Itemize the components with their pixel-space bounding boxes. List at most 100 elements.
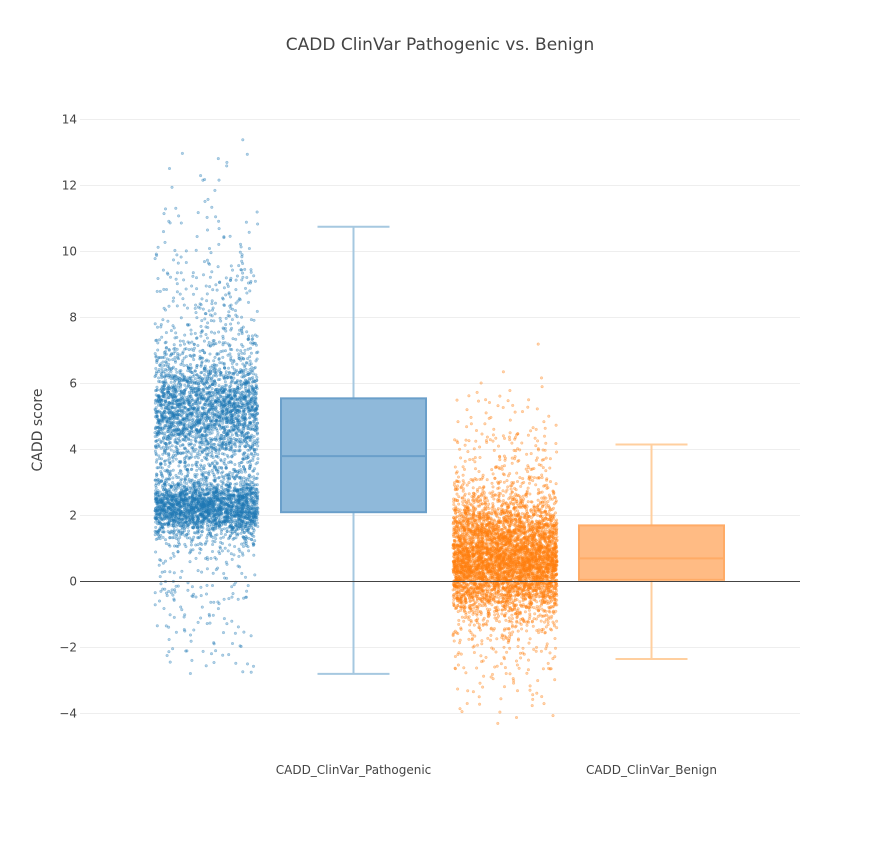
jitter-point bbox=[190, 333, 193, 336]
jitter-point bbox=[238, 514, 241, 517]
jitter-point bbox=[183, 462, 186, 465]
jitter-point bbox=[160, 458, 163, 461]
jitter-point bbox=[202, 274, 205, 277]
jitter-point bbox=[157, 495, 160, 498]
jitter-point bbox=[254, 280, 257, 283]
jitter-point bbox=[224, 294, 227, 297]
jitter-point bbox=[193, 343, 196, 346]
jitter-point bbox=[252, 399, 255, 402]
jitter-point bbox=[214, 537, 217, 540]
jitter-point bbox=[179, 469, 182, 472]
jitter-point bbox=[244, 417, 247, 420]
jitter-point bbox=[177, 531, 180, 534]
jitter-point bbox=[223, 287, 226, 290]
jitter-point bbox=[193, 381, 196, 384]
jitter-point bbox=[205, 499, 208, 502]
jitter-point bbox=[222, 356, 225, 359]
jitter-point bbox=[154, 479, 157, 482]
jitter-point bbox=[240, 327, 243, 330]
jitter-point bbox=[252, 476, 255, 479]
jitter-point bbox=[242, 423, 245, 426]
jitter-point bbox=[246, 292, 249, 295]
jitter-point bbox=[196, 452, 199, 455]
jitter-point bbox=[233, 583, 236, 586]
jitter-point bbox=[239, 380, 242, 383]
jitter-point bbox=[201, 357, 204, 360]
jitter-point bbox=[218, 453, 221, 456]
jitter-point bbox=[155, 498, 158, 501]
jitter-point bbox=[245, 508, 248, 511]
jitter-point bbox=[231, 558, 234, 561]
jitter-point bbox=[209, 518, 212, 521]
jitter-point bbox=[253, 539, 256, 542]
jitter-point bbox=[154, 591, 157, 594]
jitter-point bbox=[189, 634, 192, 637]
jitter-point bbox=[223, 617, 226, 620]
jitter-point bbox=[190, 453, 193, 456]
jitter-point bbox=[189, 551, 192, 554]
jitter-point bbox=[177, 409, 180, 412]
jitter-point bbox=[191, 659, 194, 662]
jitter-point bbox=[199, 464, 202, 467]
jitter-point bbox=[205, 665, 208, 668]
jitter-point bbox=[177, 418, 180, 421]
jitter-point bbox=[228, 311, 231, 314]
jitter-point bbox=[205, 593, 208, 596]
jitter-point bbox=[184, 376, 187, 379]
jitter-point bbox=[231, 596, 234, 599]
jitter-point bbox=[249, 435, 252, 438]
jitter-point bbox=[174, 439, 177, 442]
jitter-point bbox=[168, 453, 171, 456]
jitter-point bbox=[206, 556, 209, 559]
jitter-point bbox=[160, 583, 163, 586]
jitter-point bbox=[230, 377, 233, 380]
jitter-point bbox=[222, 631, 225, 634]
jitter-point bbox=[173, 450, 176, 453]
jitter-point bbox=[176, 403, 179, 406]
jitter-point bbox=[204, 200, 207, 203]
jitter-point bbox=[162, 361, 165, 364]
jitter-point bbox=[168, 638, 171, 641]
jitter-point bbox=[214, 491, 217, 494]
jitter-point bbox=[209, 401, 212, 404]
jitter-point bbox=[156, 361, 159, 364]
jitter-point bbox=[164, 560, 167, 563]
jitter-point bbox=[165, 341, 168, 344]
jitter-point bbox=[255, 376, 258, 379]
jitter-point bbox=[255, 492, 258, 495]
jitter-point bbox=[247, 584, 250, 587]
jitter-point bbox=[209, 345, 212, 348]
jitter-point bbox=[210, 444, 213, 447]
jitter-point bbox=[248, 382, 251, 385]
jitter-point bbox=[158, 364, 161, 367]
jitter-point bbox=[219, 394, 222, 397]
jitter-point bbox=[156, 509, 159, 512]
jitter-point bbox=[238, 462, 241, 465]
jitter-point bbox=[210, 495, 213, 498]
jitter-point bbox=[251, 444, 254, 447]
jitter-point bbox=[207, 370, 210, 373]
jitter-point bbox=[181, 444, 184, 447]
jitter-point bbox=[256, 433, 259, 436]
jitter-point bbox=[224, 511, 227, 514]
jitter-point bbox=[173, 327, 176, 330]
jitter-point bbox=[197, 569, 200, 572]
jitter-point bbox=[194, 307, 197, 310]
jitter-point bbox=[156, 467, 159, 470]
jitter-point bbox=[175, 446, 178, 449]
jitter-point bbox=[246, 362, 249, 365]
jitter-point bbox=[256, 422, 259, 425]
jitter-point bbox=[226, 530, 229, 533]
jitter-point bbox=[223, 577, 226, 580]
jitter-point bbox=[250, 318, 253, 321]
jitter-point bbox=[170, 329, 173, 332]
jitter-point bbox=[181, 524, 184, 527]
jitter-point bbox=[176, 442, 179, 445]
jitter-point bbox=[220, 500, 223, 503]
jitter-point bbox=[201, 606, 204, 609]
jitter-point bbox=[240, 525, 243, 528]
jitter-point bbox=[173, 598, 176, 601]
jitter-point bbox=[164, 424, 167, 427]
jitter-point bbox=[253, 543, 256, 546]
jitter-point bbox=[161, 571, 164, 574]
